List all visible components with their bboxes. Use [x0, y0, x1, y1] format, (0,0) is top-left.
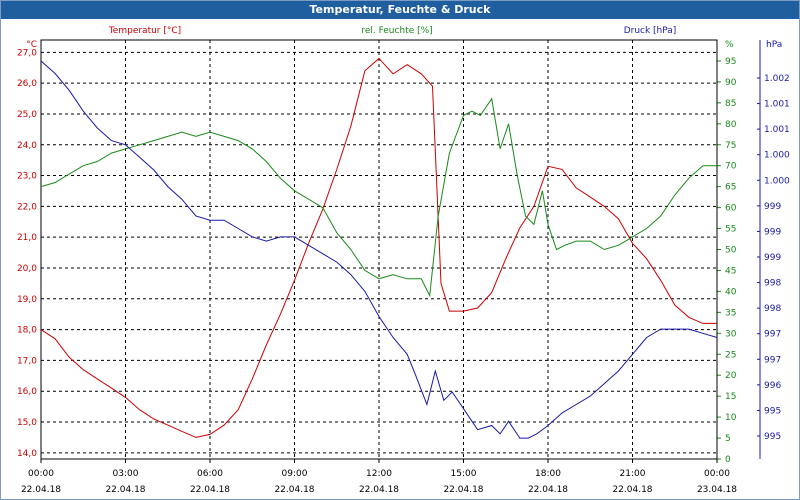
temperature-tick-label: 16,0	[17, 387, 37, 397]
x-tick-time: 00:00	[704, 469, 730, 479]
temperature-tick-label: 22,0	[17, 202, 37, 212]
x-tick-date: 22.04.18	[21, 485, 61, 495]
humidity-tick-label: 85	[725, 99, 736, 109]
humidity-tick-label: 80	[725, 120, 737, 130]
window-title: Temperatur, Feuchte & Druck	[1, 1, 799, 19]
humidity-tick-label: 45	[725, 266, 736, 276]
temperature-tick-label: 24,0	[17, 141, 37, 151]
humidity-tick-label: 10	[725, 413, 737, 423]
pressure-unit-label: hPa	[766, 40, 782, 50]
temperature-tick-label: 25,0	[17, 110, 37, 120]
humidity-tick-label: 75	[725, 141, 736, 151]
humidity-tick-label: 5	[725, 434, 731, 444]
pressure-tick-label: 999	[764, 202, 781, 212]
x-tick-date: 23.04.18	[697, 485, 737, 495]
x-tick-time: 06:00	[197, 469, 223, 479]
pressure-series-line	[40, 60, 718, 439]
x-tick-date: 22.04.18	[443, 485, 483, 495]
pressure-tick-label: 1.001	[764, 125, 790, 135]
x-tick-time: 09:00	[282, 469, 308, 479]
humidity-tick-label: 0	[725, 455, 731, 465]
chart-marks	[40, 57, 718, 439]
humidity-tick-label: 25	[725, 350, 736, 360]
temperature-tick-label: 23,0	[17, 172, 37, 182]
pressure-tick-label: 997	[764, 355, 781, 365]
pressure-tick-label: 1.001	[764, 100, 790, 110]
pressure-tick-label: 996	[764, 381, 781, 391]
x-tick-date: 22.04.18	[528, 485, 568, 495]
grid-lines	[40, 40, 761, 463]
pressure-tick-label: 999	[764, 227, 781, 237]
x-tick-date: 22.04.18	[105, 485, 145, 495]
humidity-tick-label: 40	[725, 287, 737, 297]
x-tick-time: 00:00	[28, 469, 54, 479]
temperature-tick-label: 14,0	[17, 449, 37, 459]
humidity-tick-label: 15	[725, 392, 736, 402]
pressure-tick-label: 997	[764, 330, 781, 340]
humidity-tick-label: 70	[725, 162, 737, 172]
humidity-axis-title: rel. Feuchte [%]	[361, 26, 432, 36]
pressure-tick-label: 1.002	[764, 74, 790, 84]
humidity-tick-label: 35	[725, 308, 736, 318]
humidity-series-line	[40, 97, 717, 298]
x-tick-date: 22.04.18	[612, 485, 652, 495]
x-tick-time: 15:00	[451, 469, 477, 479]
temperature-axis-title: Temperatur [°C]	[108, 26, 181, 36]
humidity-tick-label: 20	[725, 371, 737, 381]
chart-labels: 00:00 22.04.18 03:00 22.04.18 06:00 22.04.18 0…	[17, 26, 790, 495]
temperature-tick-label: 17,0	[17, 356, 37, 366]
pressure-axis-title: Druck [hPa]	[624, 26, 677, 36]
temperature-tick-label: 19,0	[17, 295, 37, 305]
humidity-unit-label: %	[725, 40, 734, 50]
x-tick-time: 03:00	[113, 469, 139, 479]
x-tick-time: 12:00	[366, 469, 392, 479]
humidity-tick-label: 95	[725, 57, 736, 67]
humidity-tick-label: 90	[725, 78, 737, 88]
temperature-tick-label: 20,0	[17, 264, 37, 274]
temperature-tick-label: 27,0	[17, 48, 37, 58]
pressure-tick-label: 995	[764, 406, 781, 416]
pressure-tick-label: 1.000	[764, 151, 790, 161]
humidity-tick-label: 65	[725, 183, 736, 193]
temperature-tick-label: 18,0	[17, 326, 37, 336]
x-tick-date: 22.04.18	[190, 485, 230, 495]
pressure-tick-label: 998	[764, 304, 781, 314]
temperature-tick-label: 15,0	[17, 418, 37, 428]
plot-border	[40, 39, 718, 460]
temperature-tick-label: 21,0	[17, 233, 37, 243]
x-tick-date: 22.04.18	[274, 485, 314, 495]
pressure-tick-label: 1.000	[764, 176, 790, 186]
humidity-tick-label: 60	[725, 204, 737, 214]
x-tick-time: 18:00	[535, 469, 561, 479]
pressure-tick-label: 998	[764, 279, 781, 289]
humidity-tick-label: 30	[725, 329, 737, 339]
x-tick-time: 21:00	[620, 469, 646, 479]
temperature-series-line	[40, 57, 717, 438]
temperature-unit-label: °C	[26, 40, 37, 50]
x-tick-date: 22.04.18	[359, 485, 399, 495]
pressure-tick-label: 999	[764, 253, 781, 263]
humidity-tick-label: 55	[725, 225, 736, 235]
humidity-tick-label: 50	[725, 246, 737, 256]
pressure-tick-label: 995	[764, 432, 781, 442]
temperature-tick-label: 26,0	[17, 79, 37, 89]
